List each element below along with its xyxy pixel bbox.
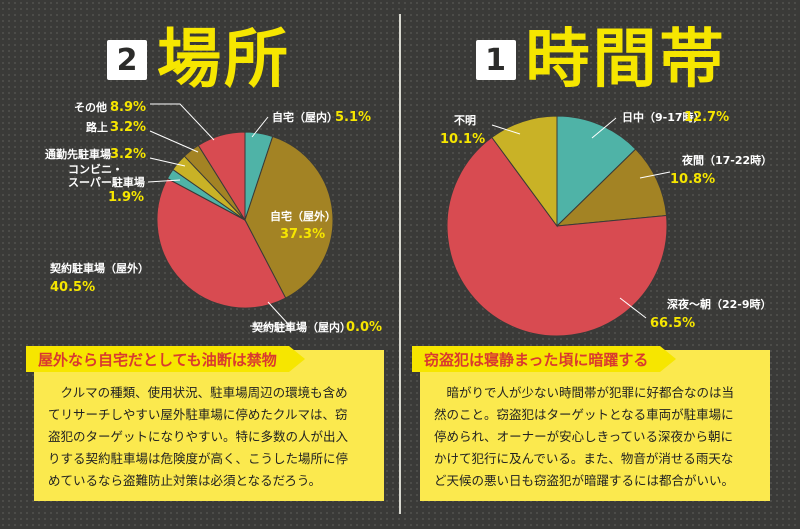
- slice-percentage: 3.2%: [110, 120, 146, 135]
- center-divider: [399, 14, 401, 514]
- slice-percentage: 37.3%: [280, 227, 325, 242]
- slice-label: 夜間（17-22時）: [681, 153, 772, 167]
- note-line: かけて犯行に及んでいる。また、物音が消せる雨天な: [434, 451, 734, 466]
- leader-line: [149, 157, 186, 167]
- panel-time: 1 時間帯 日中（9-17時） 12.7% 夜間（17-22時） 10.8% 深夜〜朝（…: [402, 0, 800, 529]
- slice-label: コンビニ・: [68, 162, 123, 176]
- leader-line: [147, 179, 181, 183]
- leader-line: [250, 301, 292, 327]
- slice-label: 不明: [454, 114, 476, 127]
- pie-slice-4: [156, 177, 287, 309]
- slice-label: 日中（9-17時）: [622, 110, 705, 124]
- slice-percentage: 1.9%: [108, 190, 144, 205]
- chart-title-location: 場所: [157, 23, 291, 97]
- slice-label: 自宅（屋内）: [272, 110, 338, 124]
- time-note-box: 窃盗犯は寝静まった頃に暗躍する 暗がりで人が少ない時間帯が犯罪に好都合なのは当 …: [412, 346, 770, 501]
- slice-label: 路上: [86, 120, 108, 134]
- slice-label: 契約駐車場（屋外）: [49, 261, 149, 275]
- slice-percentage: 8.9%: [110, 100, 146, 115]
- pie-slice-2: [555, 148, 668, 227]
- pie-slice-3: [446, 136, 668, 337]
- note-line: クルマの種類、使用状況、駐車場周辺の環境も含め: [48, 385, 348, 400]
- note-line: 然のこと。窃盗犯はターゲットとなる車両が駐車場に: [434, 407, 734, 422]
- slice-label: スーパー駐車場: [68, 175, 145, 189]
- slice-percentage: 5.1%: [335, 110, 371, 125]
- pie-slice-4: [491, 115, 558, 228]
- note-line: りする契約駐車場は危険度が高く、こうした場所に停: [48, 451, 349, 466]
- pie-slice-8: [197, 131, 246, 222]
- leader-line: [251, 116, 269, 138]
- leader-line: [639, 171, 671, 179]
- note-line: ど天候の悪い日も窃盗犯が暗躍するには都合がいい。: [434, 473, 735, 488]
- slice-label: 自宅（屋外）: [270, 209, 336, 223]
- time-note-heading: 窃盗犯は寝静まった頃に暗躍する: [412, 346, 677, 372]
- leader-line: [150, 103, 215, 141]
- leader-line: [619, 297, 647, 319]
- section-number-badge: 2: [107, 40, 147, 80]
- pie-slice-2: [244, 135, 334, 299]
- panel-location: 2 場所 自宅（屋内） 5.1% 自宅（屋外） 37.3% 契約駐車場（屋内） 0.0% 契…: [0, 0, 398, 529]
- slice-percentage: 0.0%: [346, 320, 382, 335]
- note-line: 盗犯のターゲットになりやすい。特に多数の人が出入: [48, 429, 349, 444]
- location-header: 2 場所: [0, 28, 398, 92]
- note-line: めているなら盗難防止対策は必須となるだろう。: [48, 473, 322, 488]
- note-line: 停められ、オーナーが安心しきっている深夜から朝に: [434, 429, 734, 444]
- slice-percentage: 66.5%: [650, 316, 695, 331]
- slice-label: 深夜〜朝（22-9時）: [667, 297, 772, 311]
- slice-label: 契約駐車場（屋内）: [251, 320, 351, 334]
- slice-percentage: 12.7%: [684, 110, 729, 125]
- time-pie-chart: 日中（9-17時）12.7% 夜間（17-22時） 10.8% 深夜〜朝（22-9時）…: [440, 110, 772, 337]
- location-note-box: 屋外なら自宅だとしても油断は禁物 クルマの種類、使用状況、駐車場周辺の環境も含め…: [26, 346, 384, 501]
- location-pie-chart: 自宅（屋内）5.1% 自宅（屋外） 37.3% 契約駐車場（屋内）0.0% 契約駐車場（…: [45, 100, 382, 335]
- leader-line: [149, 130, 199, 153]
- slice-label: その他: [74, 100, 107, 114]
- slice-label: 通勤先駐車場: [45, 147, 111, 161]
- chart-title-time: 時間帯: [525, 23, 727, 97]
- note-line: てリサーチしやすい屋外駐車場に停めたクルマは、窃: [48, 407, 348, 422]
- leader-line: [491, 124, 521, 135]
- note-line: 暗がりで人が少ない時間帯が犯罪に好都合なのは当: [434, 385, 735, 400]
- section-number-badge: 1: [475, 40, 516, 80]
- time-header: 1 時間帯: [402, 28, 800, 92]
- location-note-body: クルマの種類、使用状況、駐車場周辺の環境も含め てリサーチしやすい屋外駐車場に停…: [48, 382, 374, 492]
- slice-percentage: 10.8%: [670, 172, 715, 187]
- pie-slice-1: [556, 115, 637, 228]
- leader-line: [591, 117, 617, 139]
- slice-percentage: 40.5%: [50, 280, 95, 295]
- slice-percentage: 10.1%: [440, 132, 485, 147]
- location-note-heading: 屋外なら自宅だとしても油断は禁物: [26, 346, 305, 372]
- time-note-body: 暗がりで人が少ない時間帯が犯罪に好都合なのは当 然のこと。窃盗犯はターゲットとな…: [434, 382, 760, 492]
- slice-percentage: 3.2%: [110, 147, 146, 162]
